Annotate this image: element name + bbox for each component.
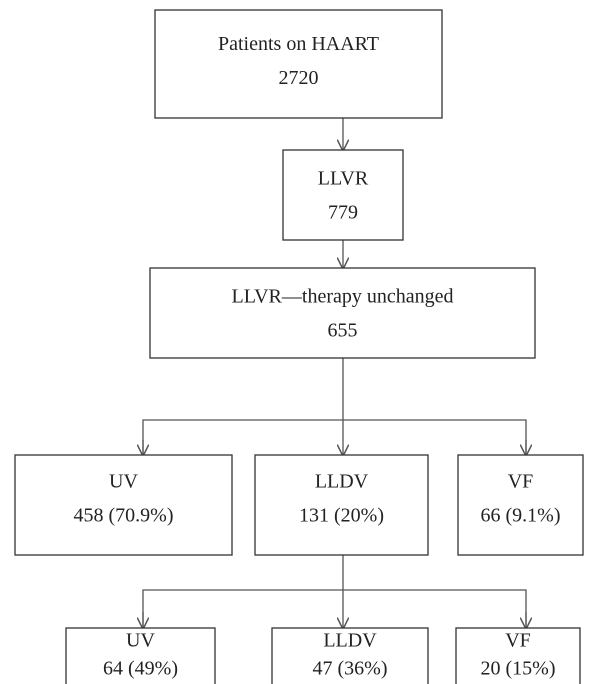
node-value: 20 (15%) — [481, 658, 556, 680]
node-box — [457, 454, 584, 556]
node-box — [149, 267, 536, 359]
connectors — [143, 118, 526, 628]
node-box — [154, 9, 443, 119]
branch — [142, 589, 527, 628]
node-box — [282, 149, 404, 241]
node-label: LLVR—therapy unchanged — [232, 285, 454, 307]
node-box — [14, 454, 233, 556]
node-value: 66 (9.1%) — [481, 505, 561, 527]
node-label: VF — [505, 630, 531, 652]
node-value: 655 — [328, 319, 358, 341]
node-value: 458 (70.9%) — [74, 505, 174, 527]
node-label: UV — [126, 630, 155, 652]
node-box — [65, 627, 216, 684]
nodes: Patients on HAART 2720 LLVR 779 LLVR—therapy… — [14, 9, 584, 684]
node-value: 64 (49%) — [103, 658, 178, 680]
node-label: LLVR — [318, 167, 369, 189]
node-box — [254, 454, 429, 556]
node-label: VF — [508, 471, 534, 493]
branch — [142, 419, 527, 455]
node-label: Patients on HAART — [218, 33, 379, 55]
node-label: LLDV — [315, 471, 369, 493]
node-box — [271, 627, 429, 684]
node-value: 779 — [328, 201, 358, 223]
node-label: LLDV — [323, 630, 377, 652]
node-value: 47 (36%) — [313, 658, 388, 680]
node-value: 2720 — [279, 67, 319, 89]
node-value: 131 (20%) — [299, 505, 384, 527]
node-label: UV — [109, 471, 138, 493]
node-box — [455, 627, 581, 684]
